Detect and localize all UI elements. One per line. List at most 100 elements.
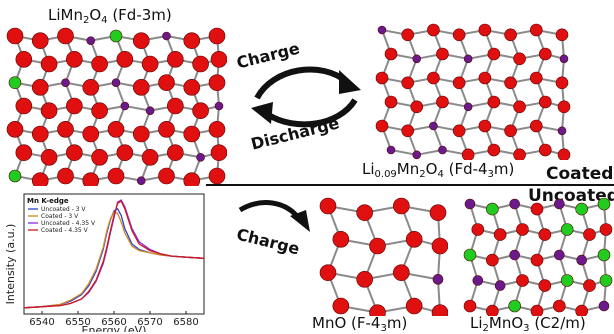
oxygen-atom (356, 204, 373, 221)
oxygen-atom (429, 204, 447, 221)
oxygen-atom (183, 79, 201, 96)
lattice-atoms (319, 197, 448, 316)
label-limn2o4: LiMn2O4 (Fd-3m) (48, 6, 172, 26)
manganese-atom (509, 198, 520, 210)
oxygen-atom (384, 95, 398, 109)
oxygen-atom (57, 167, 74, 185)
oxygen-atom (15, 51, 33, 68)
oxygen-atom (116, 51, 134, 68)
manganese-atom (509, 249, 520, 261)
oxygen-atom (405, 231, 423, 248)
manganese-atom (145, 106, 155, 115)
oxygen-atom (40, 102, 58, 119)
oxygen-atom (557, 100, 571, 114)
oxygen-atom (208, 167, 226, 185)
oxygen-atom (538, 228, 552, 241)
legend-entry: Uncoated - 4.35 V (41, 220, 96, 227)
oxygen-atom (529, 119, 543, 133)
oxygen-atom (356, 271, 373, 288)
oxygen-atom (192, 102, 209, 119)
oxygen-atom (91, 149, 108, 166)
oxygen-atom (132, 32, 150, 49)
oxygen-atom (452, 28, 466, 42)
manganese-atom (196, 153, 205, 162)
oxygen-atom (553, 299, 566, 313)
oxygen-atom (91, 55, 108, 73)
oxygen-atom (167, 51, 184, 68)
manganese-atom (214, 101, 224, 111)
legend-entry: Coated - 3 V (41, 213, 79, 220)
oxygen-atom (401, 124, 415, 138)
manganese-atom (554, 198, 565, 210)
oxygen-atom (504, 124, 517, 138)
oxygen-atom (210, 51, 227, 68)
manganese-atom (61, 78, 70, 87)
oxygen-atom (452, 76, 466, 90)
label-li2mno3: Li2MnO3 (C2/m) (470, 314, 586, 334)
manganese-atom (429, 121, 438, 131)
oxygen-atom (516, 223, 529, 236)
lithium-atom (560, 223, 574, 236)
oxygen-atom (66, 144, 83, 161)
oxygen-atom (15, 144, 33, 161)
oxygen-atom (530, 202, 544, 216)
oxygen-atom (91, 102, 108, 119)
manganese-atom (412, 54, 422, 64)
manganese-atom (432, 274, 444, 285)
x-tick-label: 6570 (137, 317, 162, 328)
oxygen-atom (493, 228, 507, 241)
oxygen-atom (530, 253, 544, 267)
crystal-delithiated (375, 23, 571, 160)
oxygen-atom (436, 47, 449, 61)
oxygen-atom (530, 304, 544, 316)
oxygen-atom (478, 119, 492, 133)
oxygen-atom (436, 95, 449, 109)
oxygen-atom (461, 148, 475, 160)
oxygen-atom (384, 47, 398, 61)
oxygen-atom (538, 279, 552, 292)
oxygen-atom (516, 274, 529, 287)
lattice-atoms (463, 197, 613, 316)
oxygen-atom (401, 76, 415, 90)
oxygen-atom (31, 79, 49, 96)
oxygen-atom (132, 79, 150, 96)
oxygen-atom (405, 297, 423, 315)
manganese-atom (463, 54, 473, 64)
oxygen-atom (555, 28, 569, 42)
oxygen-atom (463, 299, 477, 313)
oxygen-atom (486, 304, 499, 316)
oxygen-atom (192, 55, 209, 73)
crystal-limn2o4 (6, 27, 227, 186)
x-tick-label: 6550 (65, 317, 90, 328)
lithium-atom (8, 76, 22, 89)
oxygen-atom (183, 172, 201, 186)
oxygen-atom (599, 223, 613, 236)
oxygen-atom (529, 23, 543, 37)
oxygen-atom (6, 27, 24, 45)
oxygen-atom (31, 125, 49, 143)
oxygen-atom (504, 76, 517, 90)
label-mno: MnO (F-43m) (312, 314, 408, 334)
xanes-chart: 6540 6550 6560 6570 6580 Energy (eV) Intensity… (4, 193, 205, 332)
manganese-atom (162, 31, 171, 41)
charge-arrow-bottom (238, 200, 310, 232)
oxygen-atom (319, 197, 337, 215)
cycle-arrows (251, 66, 361, 128)
manganese-atom (86, 36, 96, 45)
oxygen-atom (427, 71, 440, 85)
oxygen-atom (31, 172, 49, 186)
series-line (23, 211, 205, 309)
oxygen-atom (529, 71, 543, 85)
lithium-atom (575, 202, 588, 216)
oxygen-atom (158, 74, 175, 91)
lattice-bonds (327, 205, 441, 314)
oxygen-atom (538, 95, 552, 109)
uncoated-label: Uncoated (528, 186, 614, 206)
oxygen-atom (183, 125, 201, 143)
oxygen-atom (427, 23, 440, 37)
oxygen-atom (158, 121, 175, 138)
oxygen-atom (158, 167, 175, 185)
manganese-atom (136, 176, 146, 185)
series-line (23, 200, 205, 309)
oxygen-atom (393, 264, 410, 281)
